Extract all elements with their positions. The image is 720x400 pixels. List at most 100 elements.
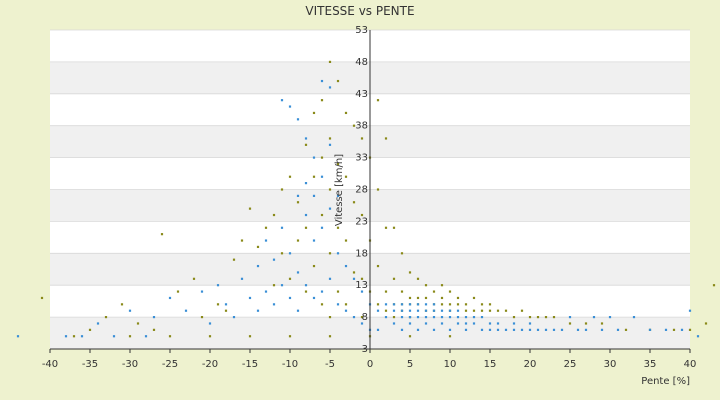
data-point (376, 188, 380, 191)
data-point (392, 316, 396, 319)
data-point (672, 328, 676, 331)
data-point (432, 328, 436, 331)
data-point (584, 328, 588, 331)
data-point (704, 322, 708, 325)
data-point (512, 322, 516, 325)
data-point (312, 111, 316, 115)
data-point (536, 316, 540, 319)
x-tick-label: 30 (604, 359, 617, 370)
data-point (648, 328, 652, 331)
data-point (352, 271, 356, 274)
data-point (256, 309, 260, 312)
data-point (352, 201, 356, 204)
data-point (248, 296, 252, 300)
data-point (256, 245, 260, 249)
data-point (208, 322, 212, 325)
data-point (344, 111, 348, 115)
x-tick-label: 35 (644, 359, 657, 370)
data-point (296, 194, 300, 197)
data-point (328, 207, 332, 210)
y-tick-label: 8 (362, 312, 368, 323)
data-point (208, 335, 212, 338)
x-tick-label: -5 (325, 359, 335, 370)
data-point (432, 290, 436, 293)
data-point (280, 226, 284, 229)
data-point (424, 296, 428, 300)
data-point (408, 309, 412, 312)
data-point (544, 316, 548, 319)
data-point (216, 284, 220, 287)
y-tick-label: 13 (355, 280, 368, 291)
data-point (304, 213, 308, 217)
data-point (288, 296, 292, 300)
data-point (232, 316, 236, 319)
data-point (520, 309, 524, 312)
data-point (496, 309, 500, 312)
data-point (328, 86, 332, 89)
data-point (456, 322, 460, 325)
data-point (464, 316, 468, 319)
data-point (320, 226, 324, 229)
data-point (248, 335, 252, 338)
data-point (344, 175, 348, 178)
data-point (472, 296, 476, 300)
data-point (296, 118, 300, 121)
x-tick-label: 25 (564, 359, 577, 370)
data-point (456, 303, 460, 306)
data-point (336, 194, 340, 197)
data-point (152, 328, 156, 331)
data-point (416, 277, 420, 280)
data-point (72, 335, 76, 338)
data-point (688, 328, 692, 331)
data-point (328, 316, 332, 319)
data-point (288, 277, 292, 280)
data-point (384, 137, 388, 140)
data-point (488, 328, 492, 331)
data-point (64, 335, 68, 338)
data-point (384, 226, 388, 229)
data-point (128, 309, 132, 312)
data-point (448, 309, 452, 312)
x-tick-label: -40 (42, 359, 58, 370)
x-tick-label: 15 (484, 359, 497, 370)
data-point (304, 290, 308, 293)
data-point (272, 303, 276, 306)
data-point (432, 309, 436, 312)
data-point (168, 335, 172, 338)
data-point (120, 303, 124, 306)
data-point (304, 143, 308, 146)
data-point (424, 316, 428, 319)
y-tick-label: 18 (355, 248, 368, 259)
data-point (304, 182, 308, 185)
data-point (616, 328, 620, 331)
data-point (152, 316, 156, 319)
data-point (384, 316, 388, 319)
data-point (288, 105, 292, 108)
data-point (296, 201, 300, 204)
data-point (312, 264, 316, 268)
data-point (320, 156, 324, 159)
data-point (488, 303, 492, 306)
data-point (408, 271, 412, 274)
data-point (480, 303, 484, 306)
x-tick-label: -20 (202, 359, 218, 370)
data-point (376, 328, 380, 331)
data-point (224, 309, 228, 312)
data-point (200, 316, 204, 319)
data-point (320, 99, 324, 102)
data-point (608, 316, 612, 319)
data-point (528, 328, 532, 331)
data-point (464, 328, 468, 331)
data-point (424, 322, 428, 325)
data-point (400, 309, 404, 312)
data-point (352, 316, 356, 319)
data-point (240, 277, 244, 280)
data-point (360, 213, 364, 217)
data-point (488, 309, 492, 312)
data-point (584, 322, 588, 325)
x-tick-label: 20 (524, 359, 537, 370)
data-point (480, 316, 484, 319)
data-point (448, 335, 452, 338)
data-point (400, 290, 404, 293)
